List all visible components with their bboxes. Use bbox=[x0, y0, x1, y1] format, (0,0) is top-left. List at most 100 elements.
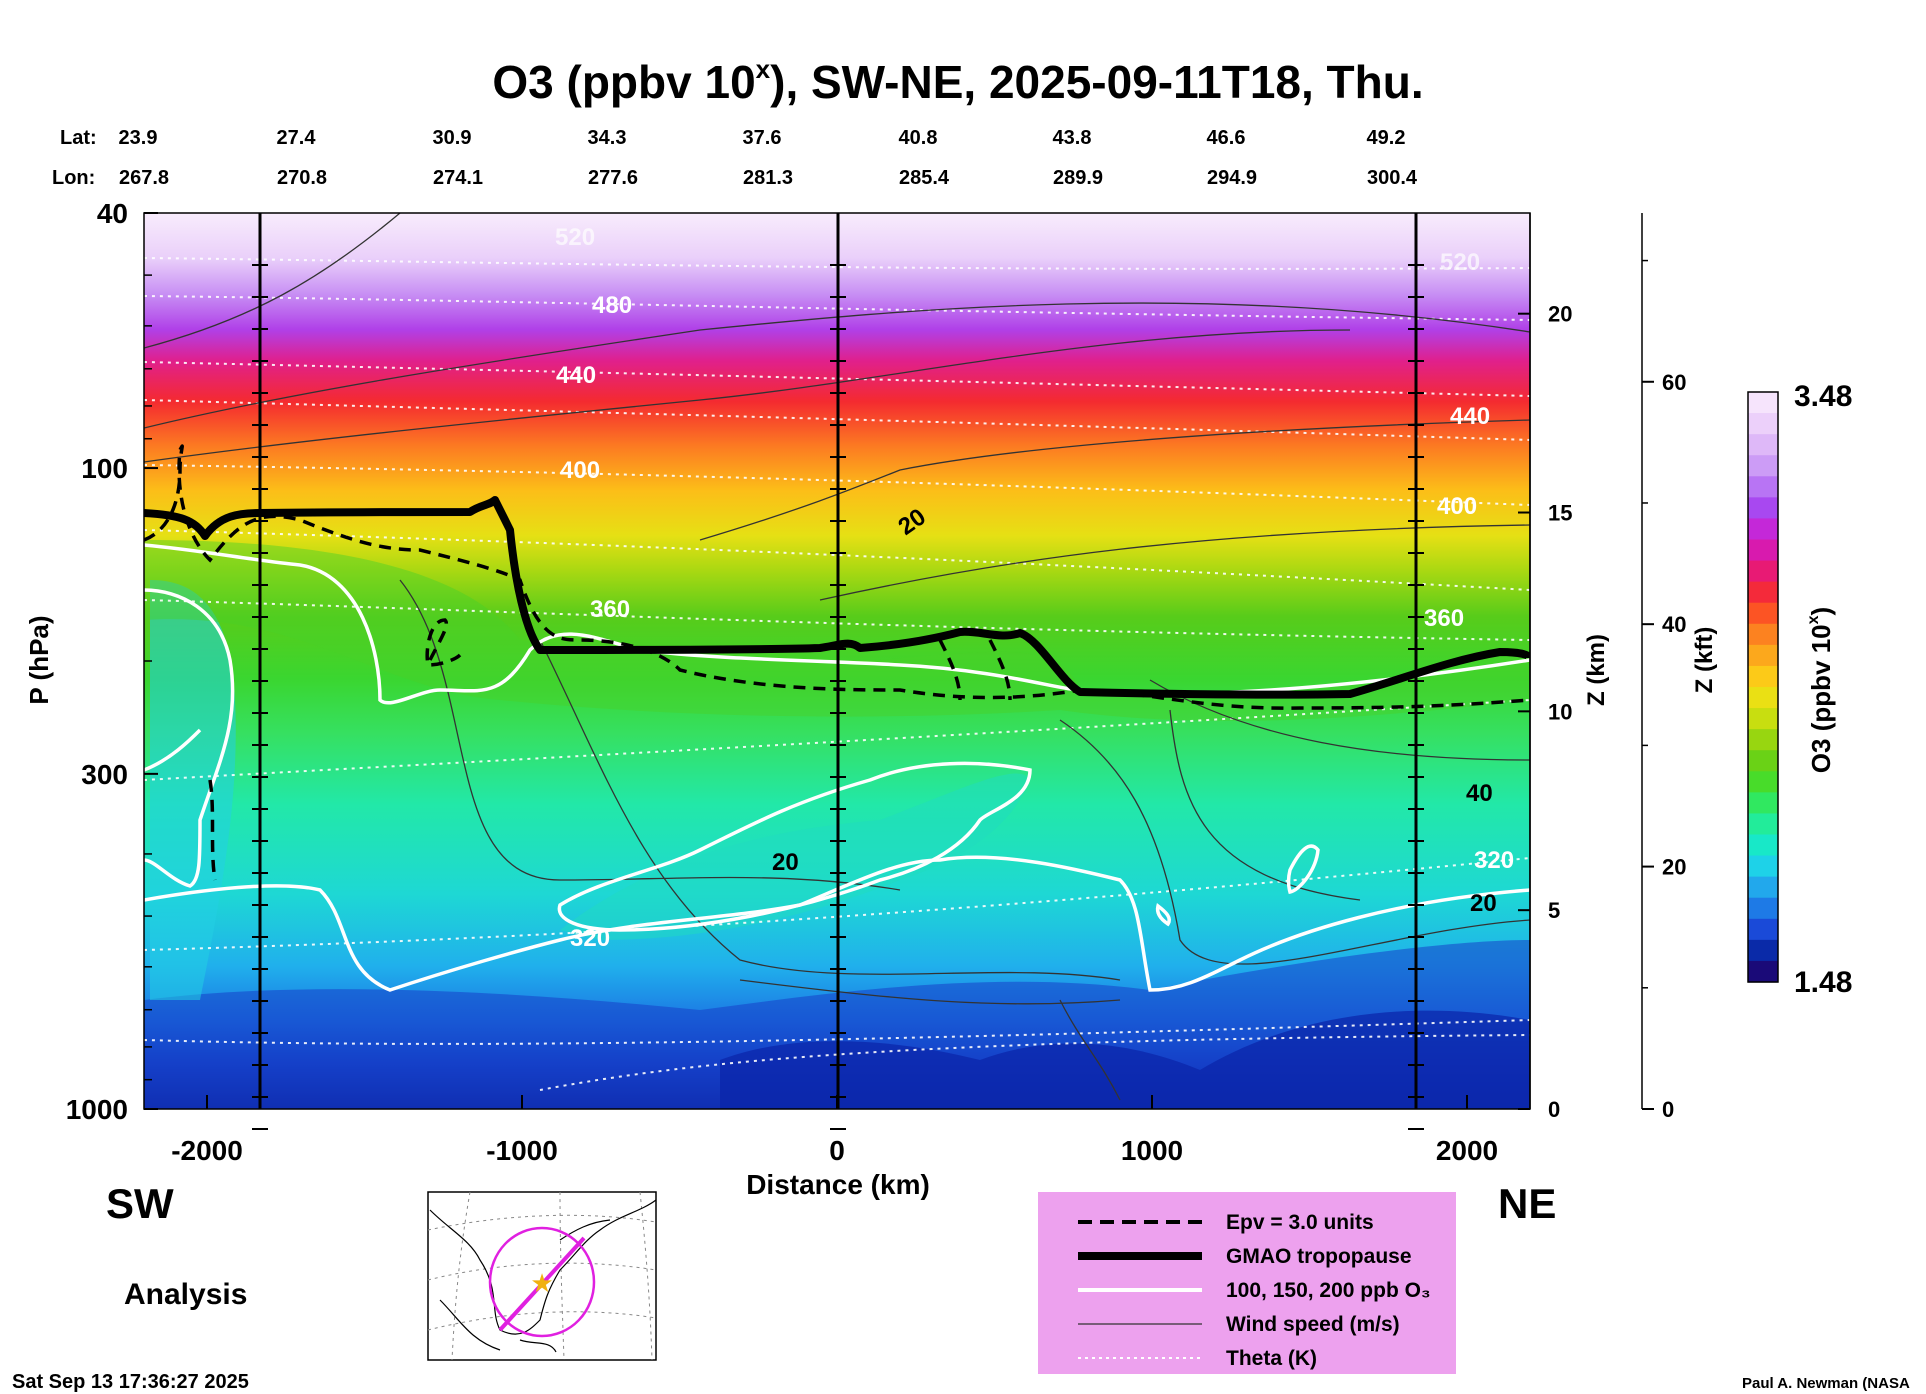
colorbar-swatch bbox=[1748, 729, 1778, 751]
lat-value: 37.6 bbox=[743, 127, 782, 149]
theta-label-480: 480 bbox=[592, 292, 632, 319]
lon-label: Lon: bbox=[52, 167, 95, 189]
z-km-tick-label: 15 bbox=[1548, 501, 1572, 526]
lon-value: 277.6 bbox=[588, 167, 638, 189]
lon-value: 300.4 bbox=[1367, 167, 1418, 189]
legend-label: Epv = 3.0 units bbox=[1226, 1211, 1374, 1234]
lat-label: Lat: bbox=[60, 127, 97, 149]
theta-label-440-right: 440 bbox=[1450, 403, 1490, 430]
lat-value: 43.8 bbox=[1053, 127, 1092, 149]
theta-label-320: 320 bbox=[570, 925, 610, 952]
lon-value: 294.9 bbox=[1207, 167, 1257, 189]
colorbar-swatch bbox=[1748, 539, 1778, 562]
z-km-tick-label: 0 bbox=[1548, 1097, 1560, 1122]
theta-label-520: 520 bbox=[555, 224, 595, 251]
contour-labels: 520 480 440 400 360 320 520 440 400 360 … bbox=[555, 224, 1514, 952]
z-kft-tick-label: 20 bbox=[1662, 855, 1686, 880]
colorbar-swatch bbox=[1748, 434, 1778, 456]
distance-axis: -2000 -1000 0 1000 2000 bbox=[171, 1095, 1498, 1166]
center-star-icon: ★ bbox=[530, 1268, 553, 1298]
colorbar-swatch bbox=[1748, 960, 1778, 983]
colorbar-swatch bbox=[1748, 644, 1778, 667]
colorbar-swatch bbox=[1748, 750, 1778, 772]
colorbar-swatch bbox=[1748, 665, 1778, 688]
z-kft-tick-label: 0 bbox=[1662, 1097, 1674, 1122]
wind-label-20-right: 20 bbox=[1470, 890, 1497, 917]
colorbar-swatch bbox=[1748, 581, 1778, 604]
x-tick-label: 1000 bbox=[1121, 1135, 1183, 1166]
plot-area: 520 480 440 400 360 320 520 440 400 360 … bbox=[143, 212, 1531, 1130]
colorbar-swatch bbox=[1748, 455, 1778, 477]
colorbar-max-label: 3.48 bbox=[1794, 380, 1852, 413]
very-low-ozone-region bbox=[720, 1010, 1530, 1109]
wind-speed-contours bbox=[144, 213, 1530, 1101]
colorbar-swatch bbox=[1748, 476, 1778, 498]
lat-value: 27.4 bbox=[277, 127, 317, 149]
colorbar-swatch bbox=[1748, 834, 1778, 857]
z-km-tick-label: 5 bbox=[1548, 898, 1560, 923]
lat-lon-header: 23.9 27.4 30.9 34.3 37.6 40.8 43.8 46.6 49.2 267.… bbox=[119, 127, 1418, 189]
sw-label: SW bbox=[106, 1180, 174, 1227]
wind-label-40: 40 bbox=[1466, 780, 1493, 807]
x-tick-label: 0 bbox=[829, 1135, 845, 1166]
colorbar-swatch bbox=[1748, 623, 1778, 646]
theta-label-400: 400 bbox=[560, 457, 600, 484]
colorbar-swatch bbox=[1748, 518, 1778, 541]
z-km-axis: 20 15 10 5 0 bbox=[1518, 302, 1572, 1122]
colorbar-swatch bbox=[1748, 792, 1778, 815]
lat-value: 46.6 bbox=[1207, 127, 1246, 149]
colorbar-swatch bbox=[1748, 560, 1778, 583]
legend-label: Theta (K) bbox=[1226, 1347, 1317, 1370]
x-tick-label: 2000 bbox=[1436, 1135, 1498, 1166]
colorbar-swatch bbox=[1748, 708, 1778, 730]
legend-label: 100, 150, 200 ppb O₃ bbox=[1226, 1279, 1431, 1302]
reference-lines bbox=[258, 213, 1418, 1109]
x-axis-label: Distance (km) bbox=[746, 1169, 930, 1200]
theta-label-320-right: 320 bbox=[1474, 847, 1514, 874]
cross-section-path bbox=[498, 1236, 586, 1332]
theta-label-520-right: 520 bbox=[1440, 249, 1480, 276]
lat-value: 30.9 bbox=[433, 127, 472, 149]
theta-label-400-right: 400 bbox=[1437, 493, 1477, 520]
tropopause-green-region bbox=[144, 540, 1530, 721]
y-tick-label: 300 bbox=[81, 759, 128, 790]
reference-line-ticks bbox=[252, 264, 1424, 1130]
y-tick-label: 1000 bbox=[66, 1094, 128, 1125]
inset-map: ★ bbox=[427, 1191, 657, 1361]
range-ellipse bbox=[488, 1226, 596, 1338]
colorbar-title: O3 (ppbv 10x) bbox=[1805, 607, 1836, 773]
colorbar-swatch bbox=[1748, 897, 1778, 920]
lon-value: 274.1 bbox=[433, 167, 483, 189]
wind-label-20-mid: 20 bbox=[772, 849, 799, 876]
lon-value: 285.4 bbox=[899, 167, 950, 189]
z-km-label: Z (km) bbox=[1583, 634, 1610, 706]
colorbar-min-label: 1.48 bbox=[1794, 966, 1852, 999]
z-kft-label: Z (kft) bbox=[1691, 627, 1718, 694]
theta-contours bbox=[144, 257, 1530, 1091]
lon-value: 289.9 bbox=[1053, 167, 1103, 189]
theta-label-360-right: 360 bbox=[1424, 605, 1464, 632]
epv-contour bbox=[144, 444, 1530, 881]
z-kft-tick-label: 60 bbox=[1662, 370, 1686, 395]
theta-label-360: 360 bbox=[590, 596, 630, 623]
colorbar-swatch bbox=[1748, 497, 1778, 520]
colorbar-swatch bbox=[1748, 813, 1778, 836]
analysis-label: Analysis bbox=[124, 1278, 247, 1311]
z-km-tick-label: 10 bbox=[1548, 699, 1572, 724]
legend: Epv = 3.0 units GMAO tropopause 100, 150, … bbox=[1038, 1192, 1456, 1374]
ozone-ppb-contours bbox=[144, 543, 1530, 992]
chart-title: O3 (ppbv 10x), SW-NE, 2025-09-11T18, Thu… bbox=[492, 54, 1423, 108]
y-axis-label: P (hPa) bbox=[24, 615, 54, 704]
timestamp: Sat Sep 13 17:36:27 2025 bbox=[12, 1371, 249, 1393]
colorbar-swatch bbox=[1748, 855, 1778, 878]
colorbar-frame bbox=[1747, 391, 1779, 983]
y-tick-label: 40 bbox=[97, 198, 128, 229]
colorbar-swatch bbox=[1748, 687, 1778, 709]
z-km-tick-label: 20 bbox=[1548, 302, 1572, 327]
gmao-tropopause bbox=[144, 496, 1530, 699]
x-tick-label: -2000 bbox=[171, 1135, 243, 1166]
z-kft-tick-label: 40 bbox=[1662, 612, 1686, 637]
theta-label-440: 440 bbox=[556, 362, 596, 389]
legend-label: GMAO tropopause bbox=[1226, 1245, 1412, 1268]
ne-label: NE bbox=[1498, 1180, 1556, 1227]
